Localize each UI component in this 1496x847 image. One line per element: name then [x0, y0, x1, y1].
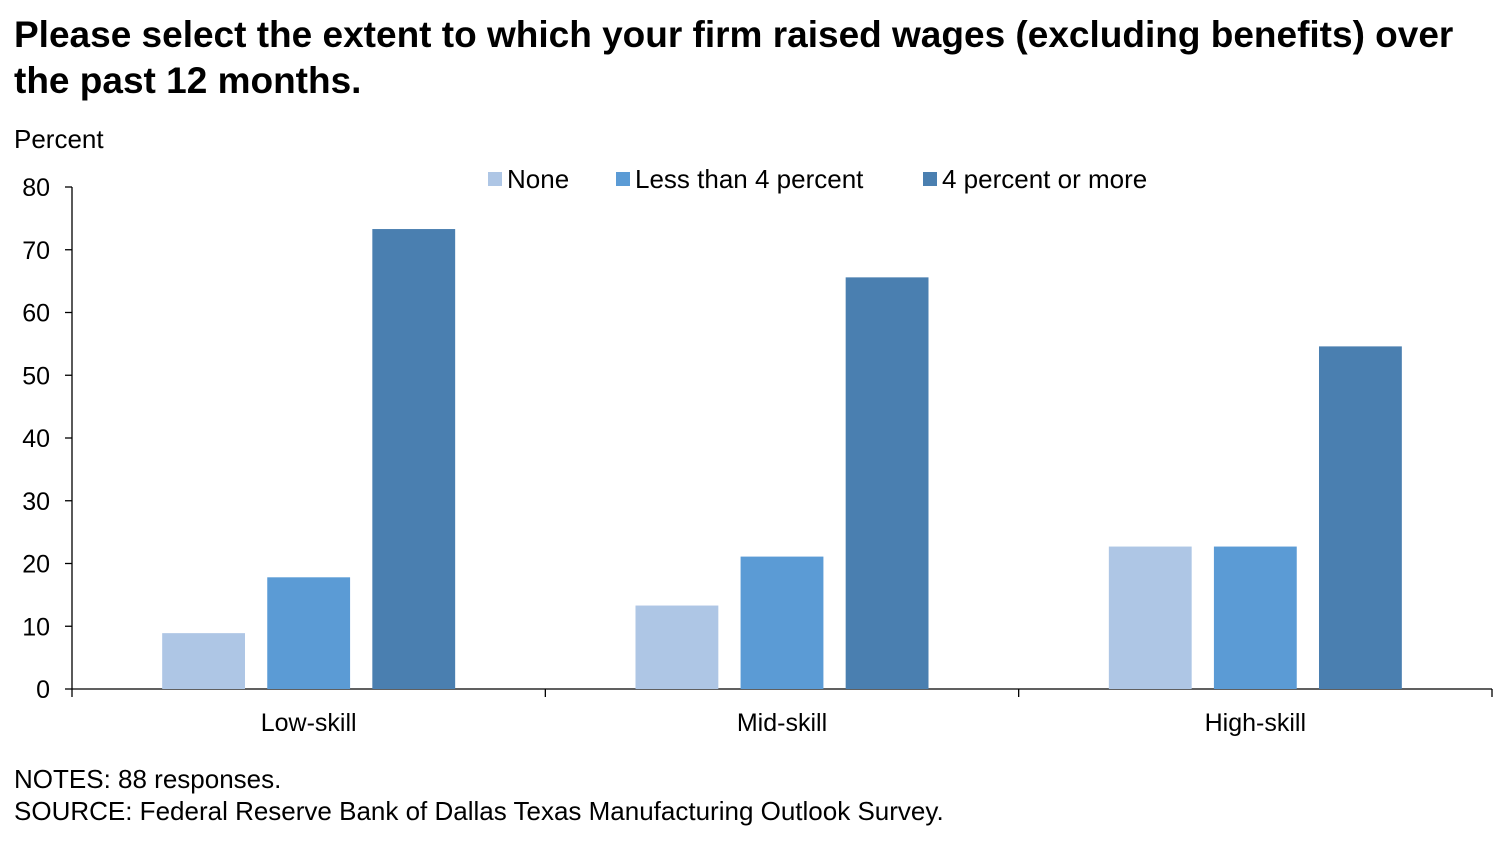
- bar-none-low-skill: [162, 633, 246, 689]
- bar-less-than-4-percent-low-skill: [267, 577, 351, 689]
- y-tick-label: 80: [22, 174, 50, 202]
- x-category-label: Mid-skill: [737, 709, 827, 737]
- y-axis-label: Percent: [14, 124, 104, 154]
- bar-none-mid-skill: [635, 605, 719, 689]
- y-tick-label: 20: [22, 551, 50, 579]
- legend-label: 4 percent or more: [942, 164, 1147, 194]
- notes-text: NOTES: 88 responses.: [14, 764, 282, 794]
- legend-swatch: [616, 172, 630, 186]
- legend-label: Less than 4 percent: [635, 164, 864, 194]
- y-tick-label: 0: [36, 676, 50, 704]
- bar-4-percent-or-more-high-skill: [1318, 346, 1402, 689]
- y-tick-label: 50: [22, 362, 50, 390]
- x-category-label: Low-skill: [261, 709, 357, 737]
- y-tick-label: 40: [22, 425, 50, 453]
- y-tick-label: 30: [22, 488, 50, 516]
- x-category-label: High-skill: [1205, 709, 1306, 737]
- source-text: SOURCE: Federal Reserve Bank of Dallas T…: [14, 796, 944, 826]
- bar-less-than-4-percent-mid-skill: [740, 556, 824, 689]
- y-tick-label: 10: [22, 613, 50, 641]
- legend-swatch: [923, 172, 937, 186]
- bar-none-high-skill: [1108, 546, 1192, 689]
- chart-title: Please select the extent to which your f…: [14, 14, 1454, 101]
- legend-swatch: [488, 172, 502, 186]
- y-tick-label: 60: [22, 300, 50, 328]
- bar-4-percent-or-more-mid-skill: [845, 277, 929, 689]
- legend: None Less than 4 percent 4 percent or more: [488, 164, 1147, 194]
- plot-area: 0 10 20 30 40 50 60 70 80 Low-skill Mid-skill High-…: [22, 174, 1493, 737]
- y-tick-label: 70: [22, 237, 50, 265]
- legend-label: None: [507, 164, 569, 194]
- bar-4-percent-or-more-low-skill: [372, 229, 456, 690]
- bar-less-than-4-percent-high-skill: [1213, 546, 1297, 689]
